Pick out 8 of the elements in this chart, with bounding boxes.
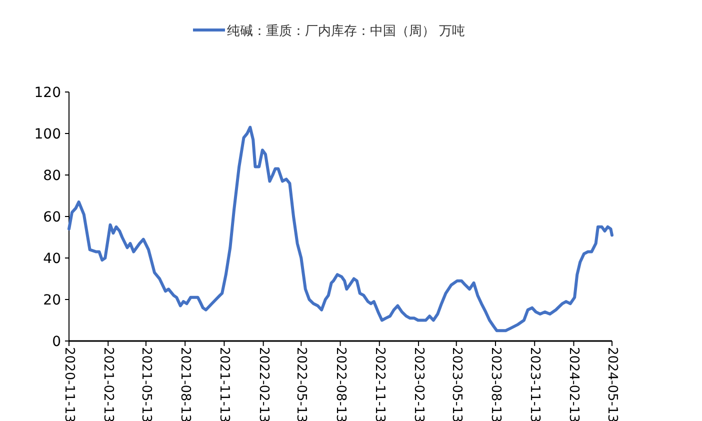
y-tick-label: 0: [52, 334, 61, 350]
y-tick-label: 100: [34, 126, 61, 142]
y-tick-label: 120: [34, 85, 61, 101]
y-tick-label: 80: [43, 168, 61, 184]
legend: 纯碱：重质：厂内库存：中国（周） 万吨: [193, 24, 466, 39]
y-tick-label: 20: [43, 292, 61, 308]
y-tick-label: 40: [43, 251, 61, 267]
y-tick-label: 60: [43, 210, 61, 226]
